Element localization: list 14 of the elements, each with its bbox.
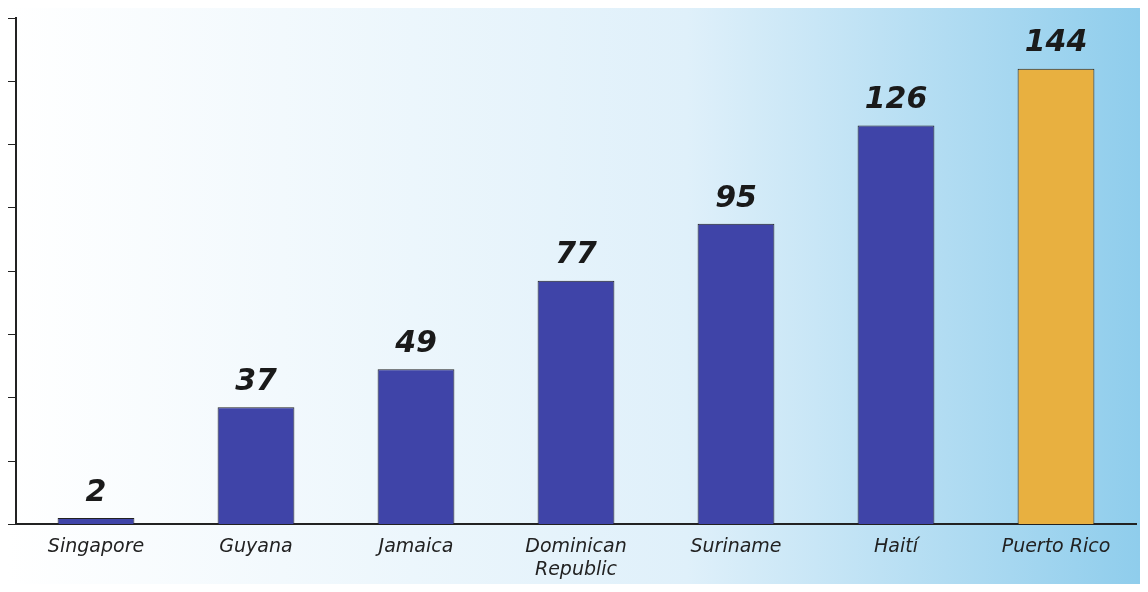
- data-label: 2: [85, 472, 107, 508]
- data-label: 95: [715, 178, 757, 214]
- x-tick-label: Suriname: [690, 533, 782, 556]
- x-tick-label: Singapore: [47, 533, 145, 556]
- data-label: 144: [1024, 23, 1088, 59]
- data-label: 126: [864, 80, 928, 116]
- data-label: 49: [394, 324, 437, 360]
- data-label: 37: [235, 362, 277, 398]
- x-tick-label: Haití: [874, 533, 921, 556]
- x-tick-label: Jamaica: [374, 533, 454, 556]
- data-label: 77: [555, 235, 597, 271]
- x-tick-label: Guyana: [219, 533, 293, 556]
- x-tick-label: Dominican Republic: [525, 533, 627, 579]
- x-tick-label: Puerto Rico: [1001, 533, 1111, 556]
